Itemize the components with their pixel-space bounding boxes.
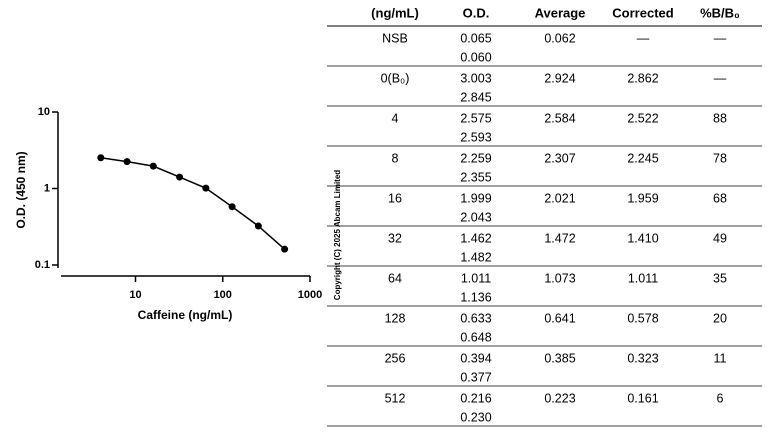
table-cell: 2.584 xyxy=(544,111,575,125)
table-cell: NSB xyxy=(382,31,408,45)
table-header: O.D. xyxy=(463,5,490,20)
table-cell: 0.216 xyxy=(460,391,491,405)
table-cell: 78 xyxy=(713,151,727,165)
table-cell: 2.575 xyxy=(460,111,491,125)
y-tick-label: 10 xyxy=(38,106,50,118)
table-cell: 1.462 xyxy=(460,231,491,245)
table-cell: 0.062 xyxy=(544,31,575,45)
table-cell: 16 xyxy=(388,191,402,205)
x-tick-label: 1000 xyxy=(298,289,322,301)
table-cell: 3.003 xyxy=(460,71,491,85)
table-cell: 11 xyxy=(714,351,727,365)
table-cell: 0.065 xyxy=(460,31,491,45)
table-header: Corrected xyxy=(612,5,673,20)
data-point xyxy=(123,158,131,166)
table-cell: 20 xyxy=(713,311,727,325)
x-tick-label: 10 xyxy=(129,289,141,301)
table-cell: 2.307 xyxy=(544,151,575,165)
table-cell: 2.845 xyxy=(460,90,491,104)
copyright: Copyright (C) 2025 Abcam Limited xyxy=(333,170,342,301)
table-cell: 8 xyxy=(392,151,399,165)
table-cell: 2.021 xyxy=(544,191,575,205)
table-cell: 0.377 xyxy=(460,370,491,384)
table-cell: 256 xyxy=(385,351,406,365)
table-cell: 0.161 xyxy=(627,391,658,405)
table-cell: — xyxy=(714,31,727,45)
table-header: Average xyxy=(535,5,586,20)
table-cell: 0(B₀) xyxy=(381,71,410,85)
table-cell: 128 xyxy=(385,311,406,325)
data-point xyxy=(254,222,262,230)
data-point xyxy=(97,154,105,162)
data-point xyxy=(202,184,210,192)
table-cell: 2.862 xyxy=(627,71,658,85)
table-cell: 2.355 xyxy=(460,170,491,184)
table-cell: 0.394 xyxy=(460,351,491,365)
x-axis-label: Caffeine (ng/mL) xyxy=(138,308,233,322)
y-tick-label: 1 xyxy=(44,182,50,194)
table-cell: 1.136 xyxy=(460,290,491,304)
table-cell: 0.323 xyxy=(627,351,658,365)
table-cell: 49 xyxy=(713,231,727,245)
data-point xyxy=(149,162,157,170)
table-cell: 1.482 xyxy=(460,250,491,264)
data-point xyxy=(176,173,184,181)
table-cell: 0.223 xyxy=(544,391,575,405)
table-cell: 2.043 xyxy=(460,210,491,224)
table-cell: 1.410 xyxy=(627,231,658,245)
table-cell: — xyxy=(714,71,727,85)
table-cell: 0.578 xyxy=(627,311,658,325)
data-point xyxy=(228,203,236,211)
table-cell: 1.011 xyxy=(628,271,658,285)
table-cell: 88 xyxy=(713,111,727,125)
table-header: (ng/mL) xyxy=(371,5,419,20)
data-point xyxy=(281,245,289,253)
table-cell: 32 xyxy=(388,231,402,245)
table-cell: 0.385 xyxy=(544,351,575,365)
table-cell: 512 xyxy=(385,391,406,405)
table-cell: 0.060 xyxy=(460,50,491,64)
y-tick-label: 0.1 xyxy=(35,259,50,271)
y-axis-label: O.D. (450 nm) xyxy=(14,151,28,228)
table-header: %B/B₀ xyxy=(700,5,740,20)
table-cell: 0.648 xyxy=(460,330,491,344)
table-cell: 0.633 xyxy=(460,311,491,325)
table-cell: 2.522 xyxy=(627,111,658,125)
table-cell: 1.011 xyxy=(461,271,491,285)
table-cell: 1.472 xyxy=(544,231,575,245)
table-cell: 35 xyxy=(713,271,727,285)
table-cell: 2.259 xyxy=(460,151,491,165)
table-cell: 1.999 xyxy=(460,191,491,205)
table-cell: 2.245 xyxy=(627,151,658,165)
x-tick-label: 100 xyxy=(214,289,232,301)
data-line xyxy=(100,157,286,250)
table-cell: 0.641 xyxy=(544,311,575,325)
table-cell: 1.959 xyxy=(627,191,658,205)
table-cell: 4 xyxy=(392,111,399,125)
table-cell: — xyxy=(637,31,650,45)
table-cell: 2.924 xyxy=(544,71,575,85)
table-cell: 68 xyxy=(713,191,727,205)
table-cell: 64 xyxy=(388,271,402,285)
table-cell: 1.073 xyxy=(544,271,575,285)
table-cell: 2.593 xyxy=(460,130,491,144)
table-cell: 6 xyxy=(717,391,724,405)
table-cell: 0.230 xyxy=(460,410,491,424)
